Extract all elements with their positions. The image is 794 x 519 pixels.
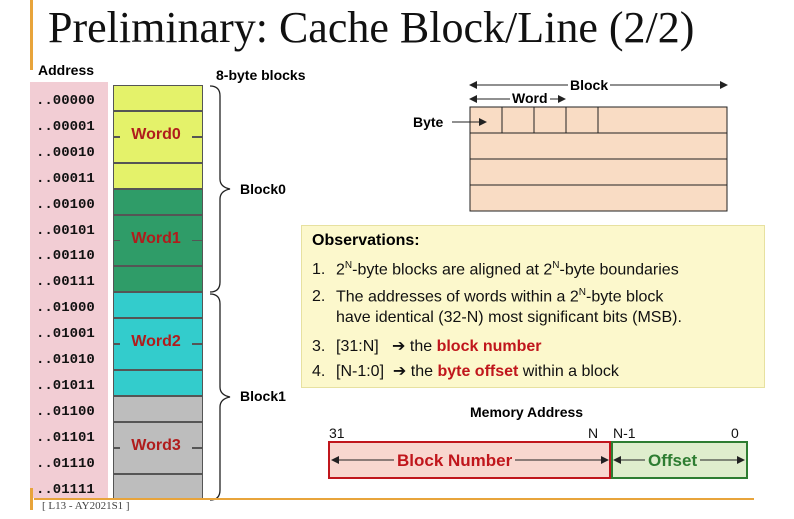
observations-box bbox=[301, 225, 765, 388]
address-label: ..00100 bbox=[36, 196, 95, 213]
observation-2-line2: have identical (32-N) most significant b… bbox=[336, 309, 682, 326]
bit-n-minus-1-label: N-1 bbox=[613, 425, 636, 441]
address-label: ..00111 bbox=[36, 274, 95, 291]
byte-cell bbox=[113, 395, 203, 422]
title-accent-bar bbox=[30, 0, 33, 70]
byte-cell bbox=[113, 85, 203, 111]
address-label: ..00000 bbox=[36, 93, 95, 109]
memory-address-title: Memory Address bbox=[470, 404, 584, 420]
cache-line-row-3 bbox=[469, 158, 728, 186]
observation-3: 3. [31:N] ➔ the block number bbox=[312, 338, 542, 355]
observation-2: 2. The addresses of words within a 2N-byt… bbox=[312, 287, 664, 306]
word0-label: Word0 bbox=[120, 125, 192, 145]
address-label: ..01011 bbox=[36, 377, 95, 394]
address-label: ..01110 bbox=[36, 455, 95, 472]
byte-label: Byte bbox=[413, 114, 444, 130]
word1-label: Word1 bbox=[120, 228, 192, 249]
byte-cell bbox=[113, 473, 203, 500]
bit-31-label: 31 bbox=[329, 425, 345, 441]
address-label: ..00001 bbox=[36, 118, 95, 135]
address-label: ..01101 bbox=[36, 429, 95, 446]
observation-4: 4. [N-1:0] ➔ the byte offset within a blo… bbox=[312, 363, 619, 380]
word3-label: Word3 bbox=[120, 435, 192, 456]
block1-label: Block1 bbox=[240, 388, 286, 404]
block-word-byte-diagram bbox=[452, 81, 728, 212]
observations-title: Observations: bbox=[312, 232, 420, 249]
byte-cell bbox=[113, 266, 203, 293]
byte-cell bbox=[113, 369, 203, 396]
address-label: ..00010 bbox=[36, 144, 95, 161]
bit-n-label: N bbox=[588, 425, 599, 441]
footer-label: [ L13 - AY2021S1 ] bbox=[42, 500, 130, 512]
block-label: Block bbox=[568, 77, 611, 93]
footer-accent-bar bbox=[30, 488, 33, 510]
address-column-background bbox=[30, 82, 108, 498]
address-label: ..00101 bbox=[36, 222, 95, 239]
address-label: ..00110 bbox=[36, 248, 95, 265]
address-header: Address bbox=[38, 62, 95, 78]
address-label: ..01001 bbox=[36, 326, 95, 343]
word-label: Word bbox=[510, 90, 550, 106]
blocks-header: 8-byte blocks bbox=[216, 67, 306, 83]
address-label: ..00011 bbox=[36, 170, 95, 187]
block0-brace bbox=[209, 85, 231, 293]
byte-cell bbox=[113, 292, 203, 319]
observation-1: 1. 2N-byte blocks are aligned at 2N-byte … bbox=[312, 260, 679, 279]
block-number-label: Block Number bbox=[394, 451, 516, 471]
block0-label: Block0 bbox=[240, 181, 286, 197]
block-braces bbox=[209, 85, 231, 501]
address-label: ..01000 bbox=[36, 300, 95, 317]
address-label: ..01111 bbox=[36, 481, 95, 498]
address-label: ..01010 bbox=[36, 352, 95, 368]
slide-title: Preliminary: Cache Block/Line (2/2) bbox=[48, 3, 695, 52]
offset-label: Offset bbox=[645, 451, 701, 471]
block1-brace bbox=[209, 293, 231, 501]
footer-rule bbox=[34, 498, 754, 500]
address-label: ..01100 bbox=[36, 403, 95, 420]
byte-cell bbox=[113, 162, 203, 189]
word2-label: Word2 bbox=[120, 332, 192, 353]
byte-cell bbox=[113, 188, 203, 215]
bit-0-label: 0 bbox=[731, 425, 739, 441]
cache-line-row-2 bbox=[469, 132, 728, 160]
cache-line-row-4 bbox=[469, 184, 728, 212]
